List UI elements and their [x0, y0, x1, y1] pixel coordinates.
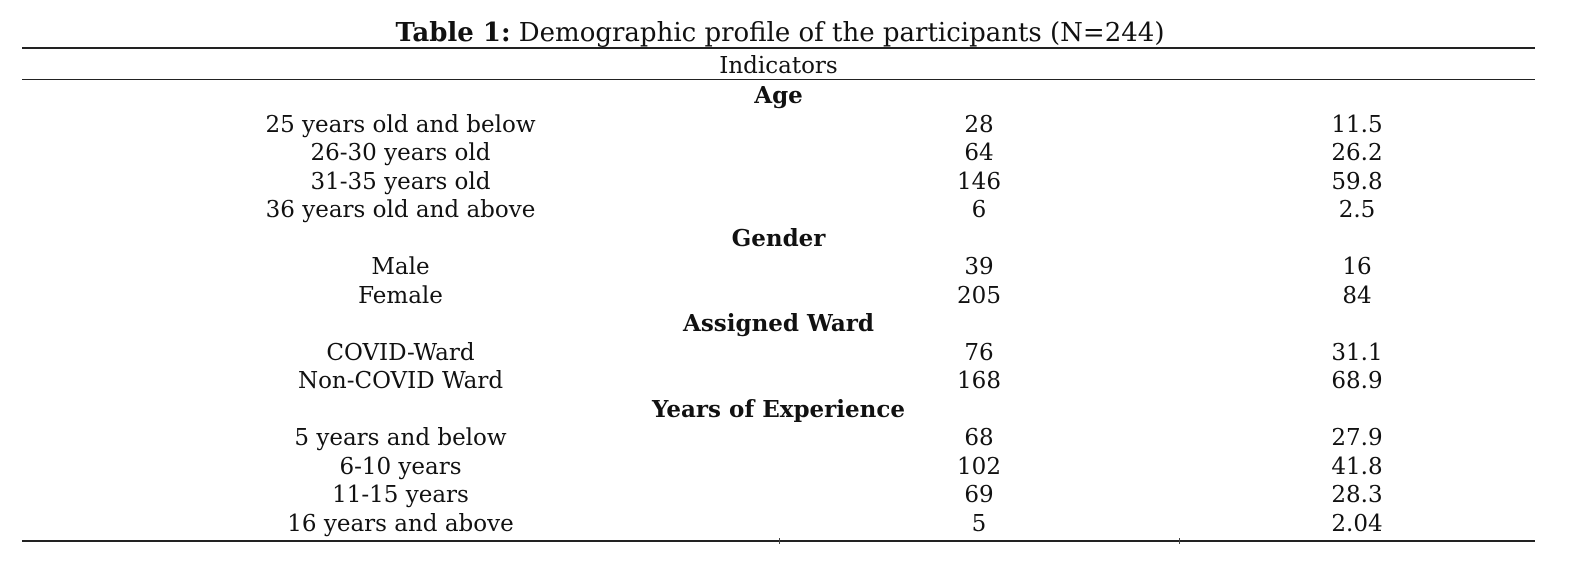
row-label: Female: [358, 282, 443, 309]
row-label: COVID-Ward: [326, 339, 475, 366]
section-heading: Gender: [731, 224, 826, 252]
table-row: 6-10 years 102 41.8: [22, 453, 1535, 482]
percent-cell: 16: [1342, 254, 1372, 280]
percent-cell: 41.8: [1331, 453, 1383, 480]
frequency-cell: 69: [964, 482, 994, 508]
header-indicators: Indicators: [719, 53, 838, 79]
percent-cell: 84: [1342, 282, 1372, 309]
top-rule: [22, 47, 1535, 49]
caption-label: Table 1:: [395, 18, 511, 48]
row-label: Non-COVID Ward: [297, 368, 504, 394]
frequency-cell: 6: [971, 197, 987, 223]
column-divider-tick: [779, 538, 780, 544]
percent-cell: 2.5: [1338, 197, 1376, 223]
bottom-rule: [22, 540, 1535, 542]
section-heading: Age: [754, 82, 803, 109]
table-row: 16 years and above 5 2.04: [22, 510, 1535, 539]
percent-cell: 27.9: [1331, 425, 1383, 451]
table-row: 25 years old and below 28 11.5: [22, 111, 1535, 140]
frequency-cell: 205: [957, 282, 1001, 309]
row-label: 16 years and above: [287, 510, 514, 537]
percent-cell: 59.8: [1331, 168, 1383, 195]
table-row: 11-15 years 69 28.3: [22, 481, 1535, 510]
percent-cell: 31.1: [1331, 339, 1383, 366]
percent-cell: 26.2: [1331, 140, 1383, 166]
frequency-cell: 64: [964, 140, 994, 166]
table-row: 5 years and below 68 27.9: [22, 424, 1535, 453]
table-row: Female 205 84: [22, 282, 1535, 311]
row-label: 31-35 years old: [310, 168, 491, 195]
row-label: 11-15 years: [332, 482, 469, 508]
percent-cell: 2.04: [1331, 510, 1383, 537]
table-row: Non-COVID Ward 168 68.9: [22, 367, 1535, 396]
table-caption: Table 1: Demographic profile of the part…: [0, 14, 1560, 52]
table-row: COVID-Ward 76 31.1: [22, 339, 1535, 368]
row-label: 25 years old and below: [265, 111, 536, 138]
frequency-cell: 146: [957, 168, 1001, 195]
frequency-cell: 5: [971, 510, 987, 537]
frequency-cell: 28: [964, 111, 994, 138]
frequency-cell: 168: [957, 368, 1001, 394]
percent-cell: 28.3: [1331, 482, 1383, 508]
caption-text: Demographic profile of the participants …: [510, 18, 1165, 48]
percent-cell: 11.5: [1331, 111, 1383, 138]
frequency-cell: 39: [964, 254, 994, 280]
table-row: 36 years old and above 6 2.5: [22, 196, 1535, 225]
table-body: Age 25 years old and below 28 11.5 26-30 yea…: [22, 82, 1535, 538]
row-label: 36 years old and above: [265, 197, 536, 223]
section-heading: Assigned Ward: [683, 310, 874, 337]
column-divider-tick: [1179, 538, 1180, 544]
header-rule: [22, 79, 1535, 80]
frequency-cell: 76: [964, 339, 994, 366]
section-heading: Years of Experience: [651, 395, 906, 423]
row-label: 26-30 years old: [310, 140, 491, 166]
frequency-cell: 68: [964, 425, 994, 451]
table-header: Indicators: [22, 52, 1535, 80]
row-label: Male: [371, 254, 430, 280]
row-label: 5 years and below: [294, 425, 507, 451]
frequency-cell: 102: [957, 453, 1001, 480]
table-row: 31-35 years old 146 59.8: [22, 168, 1535, 197]
row-label: 6-10 years: [339, 453, 462, 480]
table-row: 26-30 years old 64 26.2: [22, 139, 1535, 168]
percent-cell: 68.9: [1331, 368, 1383, 394]
table-row: Male 39 16: [22, 253, 1535, 282]
